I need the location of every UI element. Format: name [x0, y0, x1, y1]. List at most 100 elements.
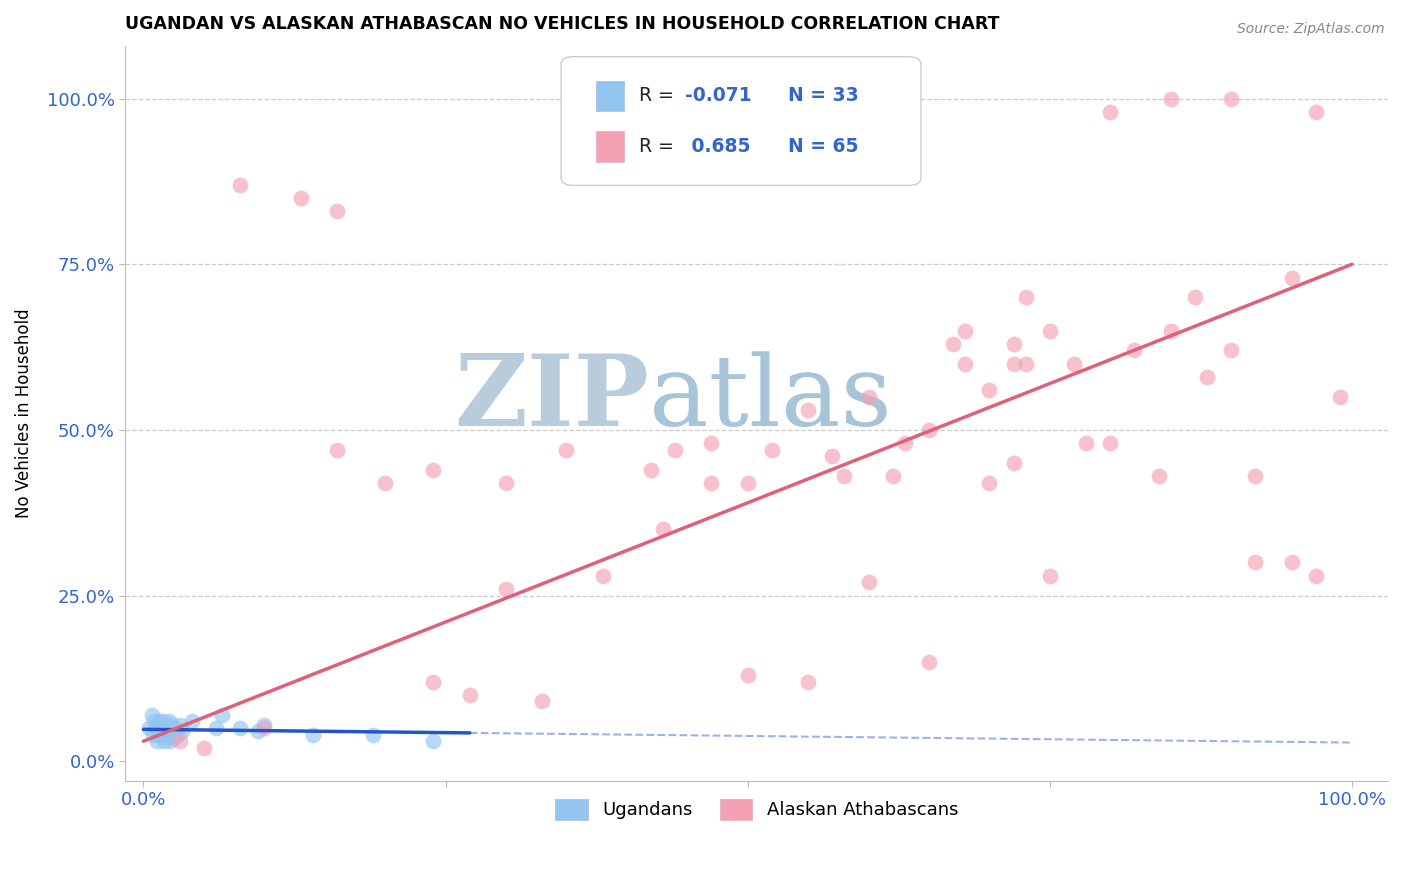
Text: 0.685: 0.685: [685, 136, 751, 155]
Point: [797, 674, 820, 689]
Point: [422, 674, 444, 689]
Point: [1099, 436, 1122, 450]
Point: [942, 336, 965, 351]
Point: [146, 728, 169, 742]
Point: [1195, 370, 1218, 384]
Point: [169, 717, 191, 731]
Point: [495, 475, 517, 490]
Point: [1123, 343, 1146, 358]
Text: Source: ZipAtlas.com: Source: ZipAtlas.com: [1237, 22, 1385, 37]
Point: [858, 390, 880, 404]
Point: [156, 721, 179, 735]
Point: [761, 442, 783, 457]
Point: [422, 734, 444, 748]
Point: [652, 522, 675, 536]
Point: [143, 714, 166, 729]
Point: [1244, 469, 1267, 483]
Point: [531, 694, 554, 708]
Point: [148, 714, 170, 729]
Text: ZIP: ZIP: [454, 351, 650, 447]
Point: [1099, 104, 1122, 119]
Point: [205, 721, 228, 735]
Point: [193, 740, 215, 755]
Point: [157, 714, 180, 729]
Point: [1002, 336, 1025, 351]
Point: [253, 717, 276, 731]
Point: [1002, 456, 1025, 470]
Point: [229, 721, 252, 735]
Point: [918, 423, 941, 437]
Point: [290, 191, 312, 205]
Point: [166, 728, 188, 742]
Point: [1160, 324, 1182, 338]
Point: [149, 721, 172, 735]
Point: [1329, 390, 1351, 404]
Point: [894, 436, 917, 450]
Point: [153, 734, 176, 748]
Point: [1039, 568, 1062, 582]
FancyBboxPatch shape: [596, 130, 624, 161]
Point: [858, 575, 880, 590]
Point: [229, 178, 252, 192]
Point: [1074, 436, 1097, 450]
Point: [979, 383, 1001, 397]
Y-axis label: No Vehicles in Household: No Vehicles in Household: [15, 309, 32, 518]
Point: [495, 582, 517, 596]
Point: [458, 688, 481, 702]
Text: R =: R =: [640, 87, 681, 105]
Point: [374, 475, 396, 490]
Point: [955, 357, 977, 371]
Point: [253, 721, 276, 735]
Point: [361, 728, 384, 742]
Point: [821, 450, 844, 464]
Point: [180, 714, 202, 729]
Point: [211, 707, 233, 722]
Point: [141, 707, 163, 722]
Point: [326, 204, 349, 219]
Point: [737, 475, 759, 490]
Point: [700, 436, 723, 450]
Point: [797, 403, 820, 417]
Point: [169, 734, 191, 748]
Point: [1305, 568, 1327, 582]
Point: [1220, 343, 1243, 358]
Point: [422, 463, 444, 477]
Point: [153, 721, 176, 735]
Point: [592, 568, 614, 582]
Point: [1039, 324, 1062, 338]
Point: [1220, 92, 1243, 106]
Point: [163, 731, 186, 745]
Point: [138, 721, 160, 735]
Point: [1184, 290, 1206, 304]
Text: -0.071: -0.071: [685, 87, 751, 105]
Point: [162, 717, 184, 731]
Point: [1305, 104, 1327, 119]
Point: [1160, 92, 1182, 106]
Text: UGANDAN VS ALASKAN ATHABASCAN NO VEHICLES IN HOUSEHOLD CORRELATION CHART: UGANDAN VS ALASKAN ATHABASCAN NO VEHICLE…: [125, 15, 1000, 33]
Point: [918, 655, 941, 669]
Point: [1244, 555, 1267, 569]
Point: [152, 714, 174, 729]
Point: [1015, 290, 1038, 304]
Point: [955, 324, 977, 338]
Point: [301, 728, 323, 742]
Point: [163, 721, 186, 735]
Point: [150, 728, 173, 742]
Point: [882, 469, 904, 483]
Point: [159, 734, 181, 748]
Point: [979, 475, 1001, 490]
Point: [1002, 357, 1025, 371]
Point: [834, 469, 856, 483]
Point: [1147, 469, 1170, 483]
Point: [326, 442, 349, 457]
Point: [1281, 270, 1303, 285]
Point: [700, 475, 723, 490]
Point: [247, 724, 270, 739]
Point: [1063, 357, 1085, 371]
Point: [155, 728, 177, 742]
Point: [1281, 555, 1303, 569]
Text: R =: R =: [640, 136, 681, 155]
FancyBboxPatch shape: [561, 57, 921, 186]
Text: atlas: atlas: [650, 351, 893, 447]
Point: [160, 728, 183, 742]
